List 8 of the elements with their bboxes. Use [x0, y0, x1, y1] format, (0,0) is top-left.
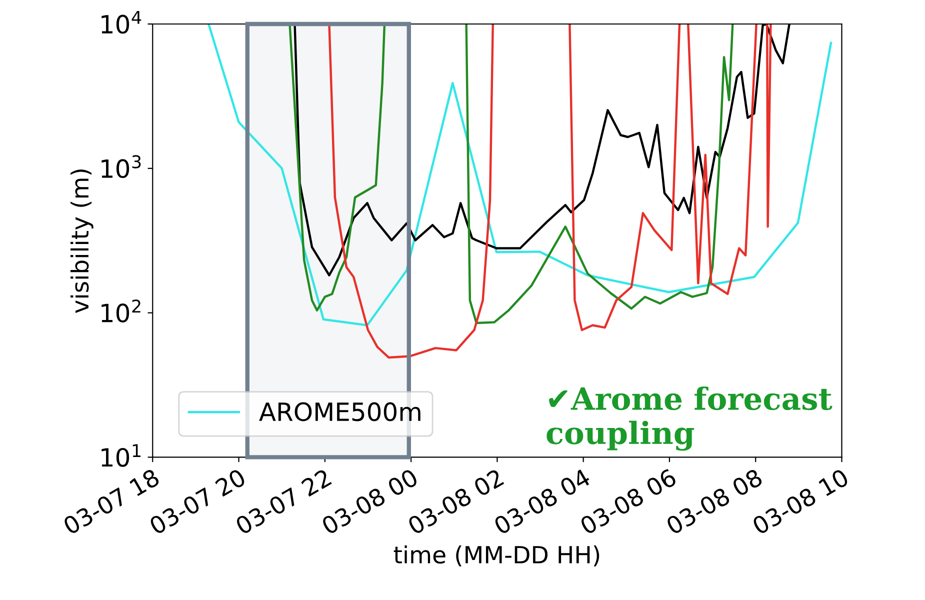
y-tick-label: 10$^{4}$	[102, 11, 142, 34]
x-axis-title: time (MM-DD HH)	[394, 545, 600, 566]
y-tick-label: 10$^{1}$	[102, 444, 140, 467]
legend-label: AROME500m	[259, 402, 420, 422]
y-axis-title: visibility (m)	[70, 170, 94, 314]
y-tick-label: 10$^{3}$	[102, 155, 141, 178]
y-tick-label: 10$^{2}$	[102, 300, 140, 322]
annotation: ✔Arome forecast coupling	[546, 386, 832, 451]
